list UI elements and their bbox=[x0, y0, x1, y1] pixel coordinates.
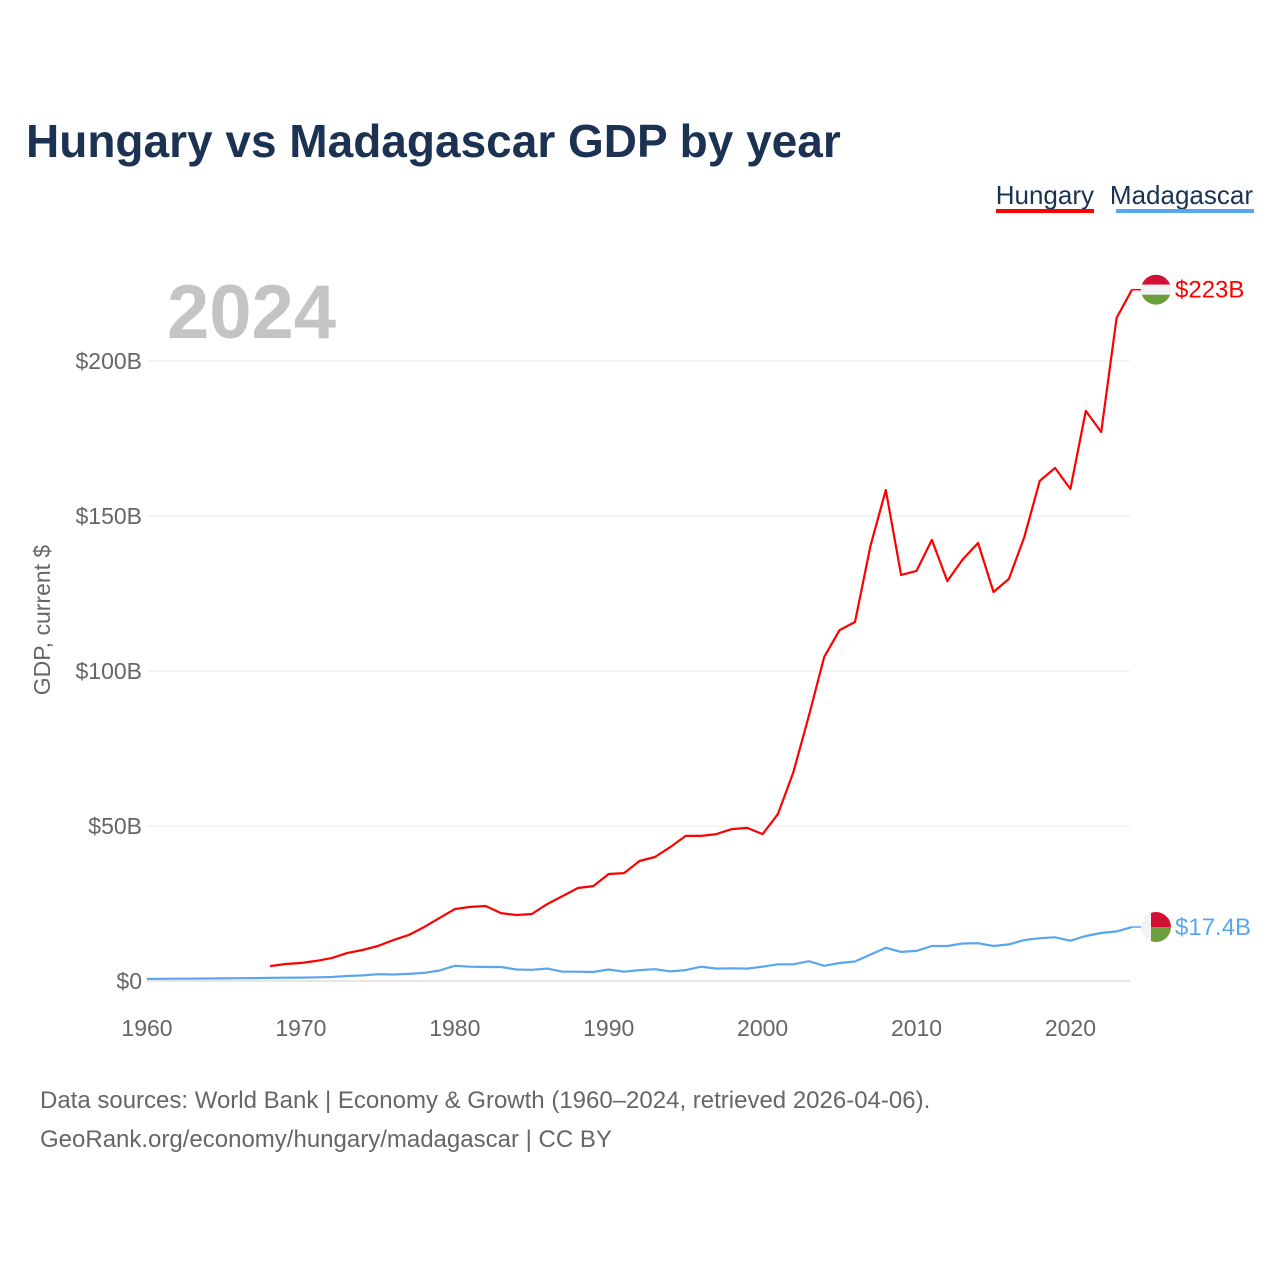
flag-band-white bbox=[1141, 912, 1151, 943]
x-tick-label: 1970 bbox=[275, 1015, 326, 1041]
flag-body bbox=[1141, 274, 1171, 305]
flag-body bbox=[1141, 912, 1171, 943]
madagascar-flag-icon bbox=[1141, 912, 1171, 943]
legend-item-hungary[interactable]: Hungary bbox=[996, 180, 1094, 210]
series-line-madagascar bbox=[146, 926, 1133, 980]
x-tick-label: 1990 bbox=[583, 1015, 634, 1041]
y-tick-label: $50B bbox=[88, 813, 142, 839]
flag-stripe-red bbox=[1141, 274, 1171, 285]
x-tick-label: 2000 bbox=[737, 1015, 788, 1041]
legend-item-madagascar[interactable]: Madagascar bbox=[1110, 180, 1253, 210]
footer-link[interactable]: GeoRank.org/economy/hungary/madagascar |… bbox=[40, 1126, 612, 1153]
footer-sources: Data sources: World Bank | Economy & Gro… bbox=[40, 1087, 930, 1114]
y-tick-label: $200B bbox=[75, 348, 142, 374]
legend: Hungary Madagascar bbox=[996, 180, 1254, 213]
y-tick-label: $0 bbox=[116, 968, 142, 994]
end-value-label-hungary: $223B bbox=[1175, 277, 1244, 304]
x-tick-label: 2010 bbox=[891, 1015, 942, 1041]
x-tick-label: 2020 bbox=[1045, 1015, 1096, 1041]
y-tick-label: $150B bbox=[75, 503, 142, 529]
x-tick-label: 1980 bbox=[429, 1015, 480, 1041]
hungary-flag-icon bbox=[1141, 274, 1171, 305]
x-tick-label: 1960 bbox=[121, 1015, 172, 1041]
flag-band-green bbox=[1151, 927, 1171, 943]
chart-title: Hungary vs Madagascar GDP by year bbox=[26, 115, 841, 167]
y-tick-label: $100B bbox=[75, 658, 142, 684]
legend-swatch-madagascar bbox=[1116, 209, 1254, 213]
end-value-label-madagascar: $17.4B bbox=[1175, 914, 1251, 941]
legend-swatch-hungary bbox=[996, 209, 1094, 213]
flag-stripe-green bbox=[1141, 294, 1171, 305]
y-axis-title: GDP, current $ bbox=[29, 545, 55, 696]
current-year-label: 2024 bbox=[167, 270, 336, 355]
flag-band-red bbox=[1151, 912, 1171, 928]
series-line-hungary bbox=[269, 289, 1133, 968]
flag-stripe-white bbox=[1141, 284, 1171, 295]
